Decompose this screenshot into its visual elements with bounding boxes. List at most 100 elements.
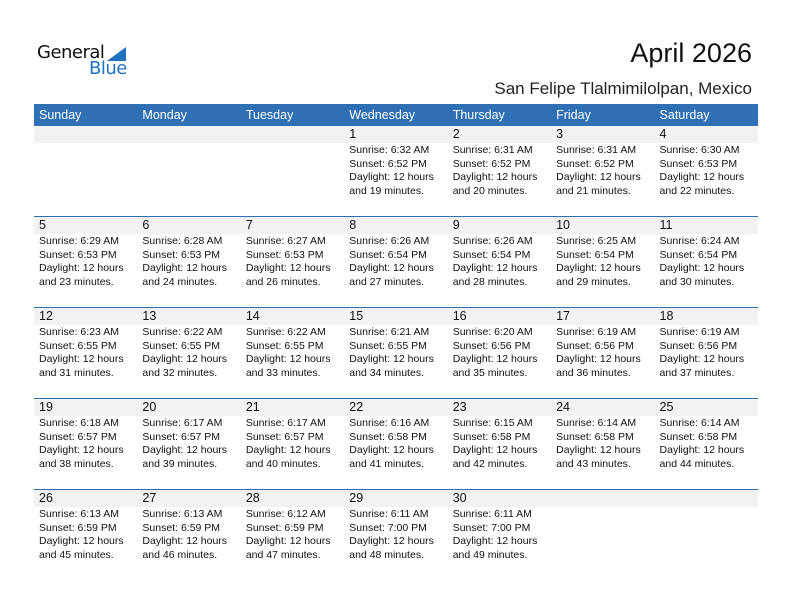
daylight-minutes: and 33 minutes.: [245, 366, 321, 379]
daylight: Daylight: 12 hours: [349, 353, 434, 365]
daylight: Daylight: 12 hours: [349, 535, 434, 547]
logo-general: General: [37, 42, 105, 63]
day-number: 5: [39, 218, 46, 232]
sunrise: Sunrise: 6:23 AM: [39, 326, 119, 338]
location: San Felipe Tlalmimilolpan, Mexico: [494, 79, 752, 98]
week-row: 1 Sunrise: 6:32 AM Sunset: 6:52 PM Dayli…: [34, 126, 758, 216]
daylight-minutes: and 26 minutes.: [245, 275, 321, 288]
daylight-minutes: and 35 minutes.: [452, 366, 528, 379]
empty-cell: [34, 126, 137, 198]
day-number: 28: [245, 491, 260, 505]
sunrise: Sunrise: 6:25 AM: [556, 235, 637, 247]
sunset: Sunset: 6:59 PM: [142, 521, 221, 534]
daylight-minutes: and 19 minutes.: [349, 184, 424, 197]
sunset: Sunset: 6:55 PM: [349, 339, 427, 352]
sunrise: Sunrise: 6:14 AM: [556, 417, 637, 429]
logo-triangle-icon: [107, 47, 126, 61]
daylight-minutes: and 21 minutes.: [556, 184, 631, 197]
daylight: Daylight: 12 hours: [39, 444, 124, 456]
daylight-minutes: and 20 minutes.: [452, 184, 528, 197]
day-number: 22: [349, 400, 364, 414]
page-title: April 2026: [630, 38, 752, 68]
day-number: 10: [556, 218, 571, 232]
sunrise: Sunrise: 6:11 AM: [452, 508, 532, 520]
day-number-band: [34, 126, 758, 143]
sunset: Sunset: 7:00 PM: [349, 521, 427, 534]
sunrise: Sunrise: 6:14 AM: [659, 417, 740, 429]
daylight-minutes: and 43 minutes.: [556, 457, 631, 470]
sunrise: Sunrise: 6:32 AM: [349, 144, 430, 156]
daylight: Daylight: 12 hours: [142, 262, 228, 274]
day-cell: 21 Sunrise: 6:17 AM Sunset: 6:57 PM Dayl…: [241, 399, 344, 471]
sunrise: Sunrise: 6:20 AM: [452, 326, 533, 338]
sunrise: Sunrise: 6:21 AM: [349, 326, 430, 338]
daylight: Daylight: 12 hours: [659, 262, 745, 274]
day-cell: 2 Sunrise: 6:31 AM Sunset: 6:52 PM Dayli…: [448, 126, 551, 198]
daylight-minutes: and 28 minutes.: [452, 275, 528, 288]
daylight: Daylight: 12 hours: [556, 171, 641, 183]
sunset: Sunset: 6:52 PM: [452, 157, 531, 170]
day-number: 6: [142, 218, 150, 232]
day-number: 26: [39, 491, 53, 505]
day-cell: 26 Sunrise: 6:13 AM Sunset: 6:59 PM Dayl…: [34, 490, 137, 562]
sunrise: Sunrise: 6:28 AM: [142, 235, 223, 247]
day-number-band: [34, 399, 758, 416]
sunrise: Sunrise: 6:19 AM: [659, 326, 740, 338]
daylight-minutes: and 29 minutes.: [556, 275, 631, 288]
day-cell: 23 Sunrise: 6:15 AM Sunset: 6:58 PM Dayl…: [448, 399, 551, 471]
daylight: Daylight: 12 hours: [349, 171, 434, 183]
daylight: Daylight: 12 hours: [245, 262, 331, 274]
logo-blue: Blue: [89, 58, 127, 79]
daylight: Daylight: 12 hours: [39, 353, 124, 365]
daylight: Daylight: 12 hours: [452, 535, 538, 547]
sunrise: Sunrise: 6:31 AM: [452, 144, 533, 156]
day-number: 2: [452, 127, 460, 141]
daylight: Daylight: 12 hours: [556, 262, 641, 274]
day-cell: 7 Sunrise: 6:27 AM Sunset: 6:53 PM Dayli…: [241, 217, 344, 289]
day-number: 12: [39, 309, 53, 323]
sunrise: Sunrise: 6:29 AM: [39, 235, 119, 247]
day-number: 14: [245, 309, 260, 323]
day-number-band: [34, 490, 758, 507]
day-number: 7: [245, 218, 253, 232]
weekday-sunday: Sunday: [39, 108, 82, 122]
sunrise: Sunrise: 6:24 AM: [659, 235, 740, 247]
daylight: Daylight: 12 hours: [452, 171, 538, 183]
sunset: Sunset: 6:54 PM: [659, 248, 738, 261]
day-number: 11: [659, 218, 673, 232]
day-number: 27: [142, 491, 157, 505]
sunrise: Sunrise: 6:26 AM: [349, 235, 430, 247]
daylight-minutes: and 22 minutes.: [659, 184, 735, 197]
sunrise: Sunrise: 6:11 AM: [349, 508, 429, 520]
day-number: 8: [349, 218, 357, 232]
sunset: Sunset: 6:57 PM: [245, 430, 324, 443]
sunset: Sunset: 6:58 PM: [556, 430, 634, 443]
sunrise: Sunrise: 6:22 AM: [245, 326, 326, 338]
day-number: 4: [659, 127, 667, 141]
daylight-minutes: and 48 minutes.: [349, 548, 424, 561]
empty-cell: [655, 490, 758, 562]
daylight-minutes: and 36 minutes.: [556, 366, 631, 379]
sunrise: Sunrise: 6:31 AM: [556, 144, 637, 156]
day-number: 25: [659, 400, 674, 414]
daylight-minutes: and 37 minutes.: [659, 366, 735, 379]
sunrise: Sunrise: 6:12 AM: [245, 508, 326, 520]
day-cell: 28 Sunrise: 6:12 AM Sunset: 6:59 PM Dayl…: [241, 490, 344, 562]
day-cell: 17 Sunrise: 6:19 AM Sunset: 6:56 PM Dayl…: [551, 308, 654, 380]
sunset: Sunset: 6:52 PM: [349, 157, 427, 170]
daylight: Daylight: 12 hours: [142, 535, 228, 547]
sunset: Sunset: 6:54 PM: [556, 248, 634, 261]
daylight-minutes: and 47 minutes.: [245, 548, 321, 561]
empty-cell: [551, 490, 654, 562]
daylight: Daylight: 12 hours: [659, 353, 745, 365]
sunrise: Sunrise: 6:16 AM: [349, 417, 430, 429]
sunset: Sunset: 7:00 PM: [452, 521, 531, 534]
daylight-minutes: and 39 minutes.: [142, 457, 218, 470]
day-number: 29: [349, 491, 364, 505]
daylight-minutes: and 38 minutes.: [39, 457, 114, 470]
sunset: Sunset: 6:54 PM: [349, 248, 427, 261]
daylight: Daylight: 12 hours: [39, 535, 124, 547]
day-number: 1: [349, 127, 357, 141]
sunset: Sunset: 6:57 PM: [39, 430, 117, 443]
day-number: 19: [39, 400, 53, 414]
